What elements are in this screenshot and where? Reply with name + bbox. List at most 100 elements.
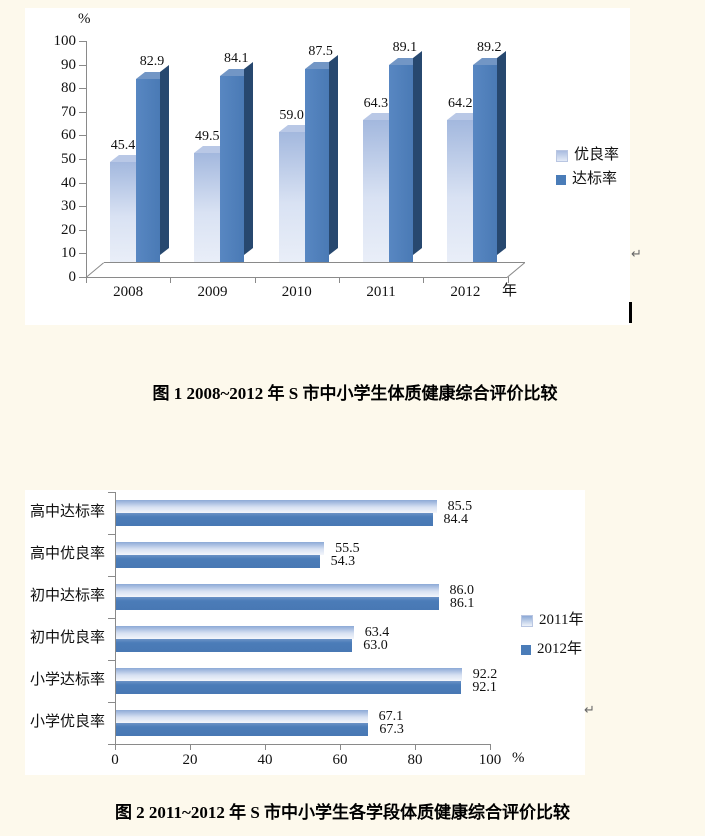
figure2-value-label-2012: 67.3 [379,722,404,737]
figure2-bar-2012-初中达标率 [116,597,439,610]
figure1-value-label-excellent: 49.5 [195,128,220,144]
figure1-y-axis-tick-label: 100 [53,33,77,49]
figure1-x-axis-unit-label: 年 [502,283,518,299]
figure2-legend-label-2011: 2011年 [539,612,584,628]
figure2-value-label-2012: 92.1 [472,680,497,695]
figure2-bar-2012-初中优良率 [116,639,353,652]
figure1-y-axis-tick-label: 60 [61,127,76,144]
figure2-bar-2011-高中达标率 [116,500,437,513]
figure1-y-axis-tick-label: 30 [61,198,76,215]
figure2-x-axis-tick-label: 60 [332,752,348,768]
figure1-y-axis-tick-label: 40 [61,174,76,191]
figure2-x-axis-tick-label: 100 [478,752,502,768]
figure1-bar-pass-2010 [304,68,329,262]
figure2-x-axis-tick [490,744,491,750]
figure1-caption: 图 1 2008~2012 年 S 市中小学生体质健康综合评价比较 [152,384,558,403]
figure1-y-axis-tick-label: 10 [61,245,76,262]
figure2-caption: 图 2 2011~2012 年 S 市中小学生各学段体质健康综合评价比较 [114,803,571,822]
figure1-y-axis-line [86,41,87,277]
figure2-x-axis-tick-label: 20 [182,752,198,768]
figure2-category-label: 高中达标率 [29,504,105,520]
figure2-value-label-2011: 92.2 [472,667,498,682]
figure1-bar-excellent-2009 [194,152,221,262]
figure2-x-axis-tick-label: 40 [257,752,273,768]
figure1-y-axis-tick [79,277,86,278]
legend-swatch-dark-blue-icon [521,644,531,655]
figure2-x-axis-tick-label: 80 [407,752,423,768]
figure2-category-tick [108,534,115,535]
figure2-y-axis-line [115,492,116,744]
figure1-value-label-excellent: 45.4 [110,137,136,153]
figure1-value-label-pass: 89.1 [392,40,418,56]
figure2-x-axis-line [115,744,491,745]
figure2-category-tick [108,744,115,745]
figure2-value-label-2011: 55.5 [335,541,360,556]
figure2-x-axis-tick [340,744,341,750]
figure1-legend-label-excellent-rate: 优良率 [574,147,620,163]
figure1-y-axis-tick [79,111,86,113]
figure2-value-label-2012: 63.0 [363,638,388,653]
figure1-bar-excellent-2012 [447,120,474,262]
figure1-x-axis-tick [170,277,172,283]
legend-swatch-light-blue-icon [521,614,533,627]
figure1-bar-pass-side-face [244,62,254,255]
figure1-value-label-excellent: 59.0 [279,107,304,123]
figure1-bar-pass-side-face [328,54,338,255]
figure2-category-label: 初中优良率 [29,630,105,646]
figure1-y-axis-unit-label: % [78,11,91,27]
figure2-value-label-2012: 86.1 [449,596,475,611]
figure1-bar-pass-2011 [388,65,413,262]
figure1-y-axis-tick [79,64,86,66]
figure2-x-axis-tick [415,744,416,750]
figure1-x-axis-tick [86,277,87,283]
figure2-value-label-2011: 67.1 [378,709,404,724]
figure1-y-axis-tick [79,206,86,208]
legend-swatch-dark-blue-icon [556,174,566,185]
figure2-bar-2012-小学达标率 [116,681,462,694]
figure2-x-axis-tick [265,744,266,750]
figure1-bar-pass-side-face [412,51,422,255]
figure1-x-axis-tick-label: 2011 [366,284,396,300]
paragraph-return-mark: ↵ [584,703,595,718]
figure1-y-axis-tick [79,88,86,90]
figure2-category-label: 小学优良率 [29,714,105,730]
figure1-y-axis-tick-label: 20 [61,221,76,238]
figure1-legend-item-pass-rate: 达标率 [556,171,617,188]
figure2-x-axis-tick [190,744,191,750]
figure2-value-label-2012: 54.3 [330,554,356,569]
figure2-bar-2012-高中优良率 [116,555,320,568]
figure2-x-axis-tick [115,744,116,750]
figure2-category-label: 小学达标率 [29,672,105,688]
figure1-y-axis-tick-label: 0 [68,269,77,285]
figure2-bar-2011-初中优良率 [116,626,354,639]
figure1-y-axis-tick [79,253,86,255]
figure1-bar-pass-side-face [160,64,169,255]
figure1-y-axis-tick [79,229,86,231]
figure1-value-label-excellent: 64.2 [447,96,473,112]
figure1-legend-item-excellent-rate: 优良率 [556,147,619,164]
legend-swatch-light-blue-icon [556,149,568,162]
figure2-legend-item-2011: 2011年 [521,612,583,629]
figure1-y-axis-tick [79,135,86,137]
figure1-value-label-excellent: 64.3 [363,95,389,111]
figure2-value-label-2012: 84.4 [443,512,469,527]
figure2-category-tick [108,492,115,493]
text-cursor [629,302,632,323]
figure2-value-label-2011: 85.5 [447,499,473,514]
figure2-category-label: 高中优良率 [29,546,105,562]
figure2-bar-2011-高中优良率 [116,542,325,555]
figure1-bar-pass-2012 [473,64,498,262]
figure1-bar-excellent-2010 [278,131,305,262]
figure2-x-axis-unit-label: % [512,750,525,766]
figure2-bar-2012-小学优良率 [116,723,369,736]
figure2-value-label-2011: 63.4 [364,625,390,640]
figure2-category-tick [108,618,115,619]
figure1-y-axis-tick [79,182,86,184]
figure1-x-axis-tick-label: 2010 [281,284,312,300]
figure1-floor-front-edge [86,277,507,278]
figure1-bar-pass-2009 [220,76,245,262]
figure1-bar-pass-2008 [136,78,160,262]
figure1-bar-excellent-2011 [362,119,389,262]
figure2-bar-2011-初中达标率 [116,584,439,597]
